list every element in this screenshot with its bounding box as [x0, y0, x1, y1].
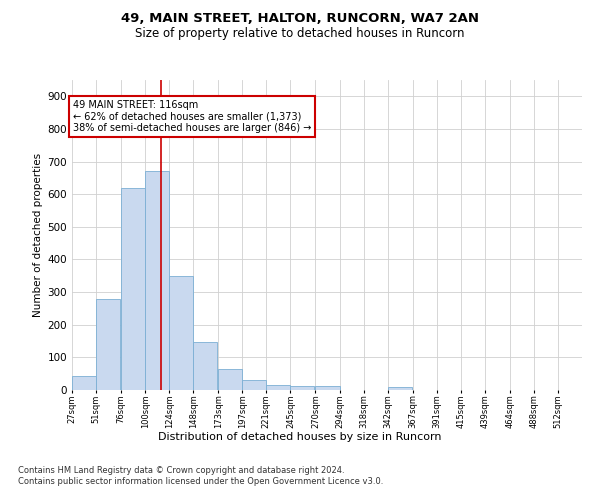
Bar: [388, 386, 412, 390]
Bar: [218, 369, 242, 390]
Bar: [193, 342, 217, 390]
Bar: [145, 172, 169, 390]
Text: 49, MAIN STREET, HALTON, RUNCORN, WA7 2AN: 49, MAIN STREET, HALTON, RUNCORN, WA7 2A…: [121, 12, 479, 26]
Bar: [121, 188, 145, 390]
Bar: [242, 380, 266, 390]
Text: 49 MAIN STREET: 116sqm
← 62% of detached houses are smaller (1,373)
38% of semi-: 49 MAIN STREET: 116sqm ← 62% of detached…: [73, 100, 311, 133]
Bar: [266, 385, 290, 390]
Y-axis label: Number of detached properties: Number of detached properties: [34, 153, 43, 317]
Bar: [316, 386, 340, 390]
Text: Distribution of detached houses by size in Runcorn: Distribution of detached houses by size …: [158, 432, 442, 442]
Bar: [96, 298, 120, 390]
Bar: [72, 376, 96, 390]
Text: Contains HM Land Registry data © Crown copyright and database right 2024.: Contains HM Land Registry data © Crown c…: [18, 466, 344, 475]
Bar: [169, 276, 193, 390]
Text: Contains public sector information licensed under the Open Government Licence v3: Contains public sector information licen…: [18, 478, 383, 486]
Text: Size of property relative to detached houses in Runcorn: Size of property relative to detached ho…: [135, 28, 465, 40]
Bar: [290, 386, 314, 390]
